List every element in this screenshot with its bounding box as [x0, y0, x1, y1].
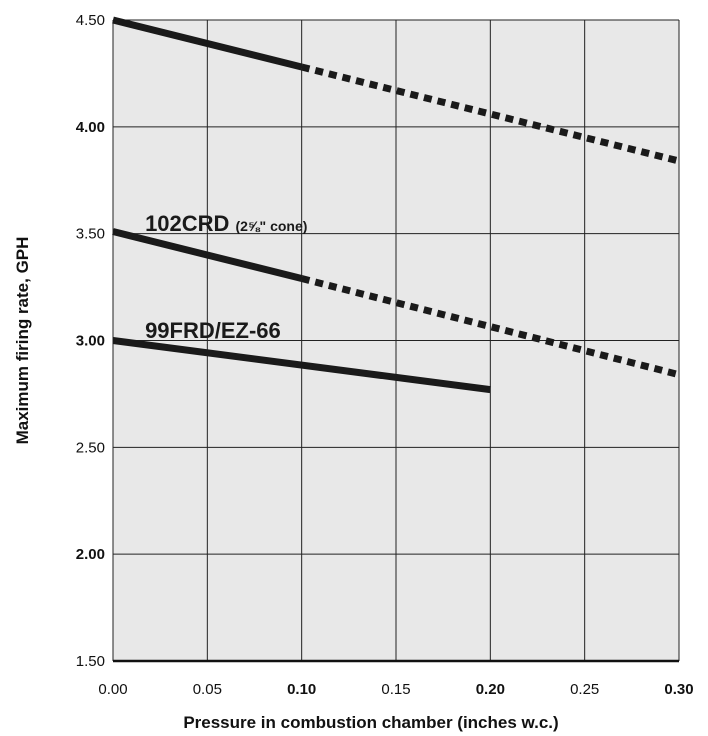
series-labels: 102CRD(3" cone)102CRD(2⅝" cone)99FRD/EZ-… [145, 211, 307, 343]
series-0-dashed-line [300, 63, 680, 165]
series-1-dashed-line [300, 275, 680, 379]
y-tick-label: 3.50 [76, 226, 105, 243]
x-axis-label: Pressure in combustion chamber (inches w… [183, 713, 558, 732]
x-tick-label: 0.30 [664, 681, 693, 698]
x-tick-label: 0.20 [476, 681, 505, 698]
y-tick-label: 3.00 [76, 333, 105, 350]
x-tick-label: 0.00 [98, 681, 127, 698]
series-0-solid-line [112, 16, 303, 71]
y-tick-label: 2.00 [76, 546, 105, 563]
x-tick-label: 0.10 [287, 681, 316, 698]
series-1-solid-line [112, 228, 303, 282]
series-1-label: 102CRD (2⅝" cone) [145, 211, 307, 236]
x-tick-label: 0.15 [381, 681, 410, 698]
y-tick-label: 4.50 [76, 12, 105, 29]
x-axis-ticks: 0.00 0.05 0.10 0.15 0.20 0.25 0.30 [98, 681, 693, 698]
y-axis-ticks: 1.50 2.00 2.50 3.00 3.50 4.00 4.50 [76, 12, 105, 670]
series-2-label: 99FRD/EZ-66 [145, 318, 281, 343]
y-tick-label: 2.50 [76, 439, 105, 456]
series-2-solid-line [112, 337, 491, 394]
x-tick-label: 0.05 [193, 681, 222, 698]
y-tick-label: 4.00 [76, 119, 105, 136]
y-axis-label: Maximum firing rate, GPH [13, 237, 32, 445]
y-tick-label: 1.50 [76, 653, 105, 670]
x-tick-label: 0.25 [570, 681, 599, 698]
series-lines [112, 16, 680, 394]
